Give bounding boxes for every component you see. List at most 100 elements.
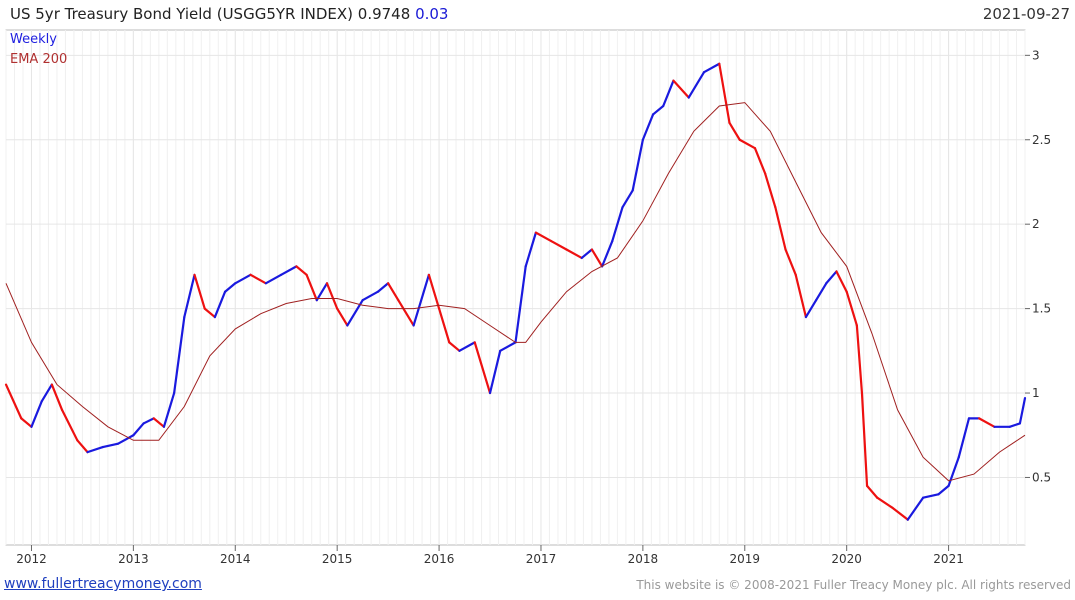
weekly-up-segment — [223, 282, 237, 293]
weekly-down-segment — [835, 270, 848, 293]
weekly-down-segment — [784, 248, 797, 276]
weekly-down-segment — [76, 439, 89, 454]
weekly-up-segment — [957, 417, 971, 459]
title-text: US 5yr Treasury Bond Yield (USGG5YR INDE… — [10, 5, 411, 23]
weekly-up-segment — [631, 138, 644, 192]
x-tick-label: 2020 — [831, 552, 862, 566]
weekly-down-segment — [794, 273, 808, 319]
weekly-up-segment — [234, 273, 252, 285]
weekly-up-segment — [40, 383, 53, 403]
legend-weekly: Weekly — [10, 32, 57, 47]
chart-date: 2021-09-27 — [982, 5, 1070, 23]
x-tick-label: 2016 — [424, 552, 455, 566]
weekly-up-segment — [815, 282, 828, 302]
weekly-down-segment — [4, 383, 23, 420]
weekly-up-segment — [906, 496, 925, 521]
y-tick-label: 1.5 — [1032, 302, 1051, 316]
weekly-down-segment — [728, 121, 741, 141]
weekly-down-segment — [387, 282, 400, 302]
x-tick-label: 2017 — [526, 552, 557, 566]
weekly-down-segment — [565, 248, 583, 260]
copyright-text: This website is © 2008-2021 Fuller Treac… — [636, 578, 1071, 592]
weekly-up-segment — [662, 79, 675, 108]
weekly-up-segment — [162, 391, 176, 428]
weekly-up-segment — [825, 270, 838, 285]
x-tick-label: 2015 — [322, 552, 353, 566]
weekly-down-segment — [860, 391, 869, 488]
weekly-down-segment — [753, 147, 767, 175]
weekly-up-segment — [264, 273, 283, 285]
weekly-up-segment — [213, 290, 227, 319]
weekly-down-segment — [774, 206, 787, 251]
weekly-up-segment — [458, 341, 476, 352]
weekly-up-segment — [1008, 422, 1022, 428]
x-tick-label: 2021 — [933, 552, 964, 566]
weekly-down-segment — [865, 484, 879, 499]
y-tick-label: 2 — [1032, 217, 1040, 231]
weekly-down-segment — [473, 341, 492, 395]
weekly-up-segment — [1018, 396, 1027, 425]
weekly-up-segment — [315, 282, 329, 302]
weekly-down-segment — [50, 383, 64, 412]
weekly-up-segment — [376, 282, 390, 293]
weekly-up-segment — [524, 231, 537, 268]
weekly-up-segment — [804, 299, 818, 319]
weekly-up-segment — [183, 273, 196, 319]
weekly-up-segment — [499, 341, 517, 352]
y-tick-label: 3 — [1032, 48, 1040, 62]
weekly-down-segment — [718, 62, 731, 124]
y-tick-label: 2.5 — [1032, 133, 1051, 147]
change-value: 0.03 — [415, 5, 449, 23]
weekly-up-segment — [621, 189, 634, 209]
weekly-down-segment — [193, 273, 206, 310]
weekly-down-segment — [397, 299, 415, 327]
weekly-up-segment — [651, 104, 665, 116]
weekly-up-segment — [412, 273, 430, 327]
x-tick-label: 2019 — [730, 552, 761, 566]
weekly-up-segment — [601, 239, 614, 268]
weekly-down-segment — [152, 417, 166, 428]
chart-title: US 5yr Treasury Bond Yield (USGG5YR INDE… — [10, 5, 448, 23]
x-tick-label: 2012 — [16, 552, 47, 566]
weekly-down-segment — [534, 231, 553, 243]
weekly-up-segment — [116, 434, 135, 445]
weekly-up-segment — [173, 315, 186, 395]
weekly-up-segment — [86, 445, 104, 454]
weekly-up-segment — [30, 400, 43, 428]
weekly-up-segment — [361, 290, 380, 302]
weekly-up-segment — [921, 493, 940, 499]
weekly-down-segment — [305, 273, 318, 302]
weekly-down-segment — [550, 239, 568, 251]
weekly-up-segment — [280, 265, 298, 276]
weekly-down-segment — [20, 417, 33, 428]
website-link[interactable]: www.fullertreacymoney.com — [4, 576, 202, 592]
weekly-down-segment — [738, 138, 757, 150]
weekly-up-segment — [937, 484, 950, 496]
weekly-up-segment — [142, 417, 155, 425]
x-tick-label: 2018 — [628, 552, 659, 566]
x-tick-label: 2013 — [118, 552, 149, 566]
weekly-up-segment — [514, 265, 527, 344]
weekly-down-segment — [978, 417, 996, 428]
weekly-down-segment — [203, 307, 216, 319]
weekly-up-segment — [101, 442, 120, 449]
weekly-down-segment — [295, 265, 308, 276]
weekly-up-segment — [641, 113, 655, 141]
weekly-down-segment — [325, 282, 339, 310]
weekly-down-segment — [437, 307, 451, 344]
y-tick-label: 1 — [1032, 386, 1040, 400]
weekly-up-segment — [488, 349, 502, 395]
weekly-down-segment — [427, 273, 441, 310]
weekly-down-segment — [876, 496, 894, 509]
weekly-down-segment — [590, 248, 604, 268]
weekly-down-segment — [764, 172, 777, 209]
chart-plot: 0.5 1 1.5 2 2.5 3 2012 2013 2014 2015 2016 2017 2018… — [4, 29, 1051, 566]
weekly-down-segment — [448, 341, 461, 352]
weekly-down-segment — [249, 273, 267, 285]
weekly-up-segment — [611, 206, 624, 243]
weekly-down-segment — [672, 79, 690, 99]
weekly-up-segment — [947, 456, 960, 488]
ema-200-line — [5, 102, 1026, 482]
weekly-up-segment — [687, 71, 706, 99]
weekly-down-segment — [336, 307, 349, 327]
